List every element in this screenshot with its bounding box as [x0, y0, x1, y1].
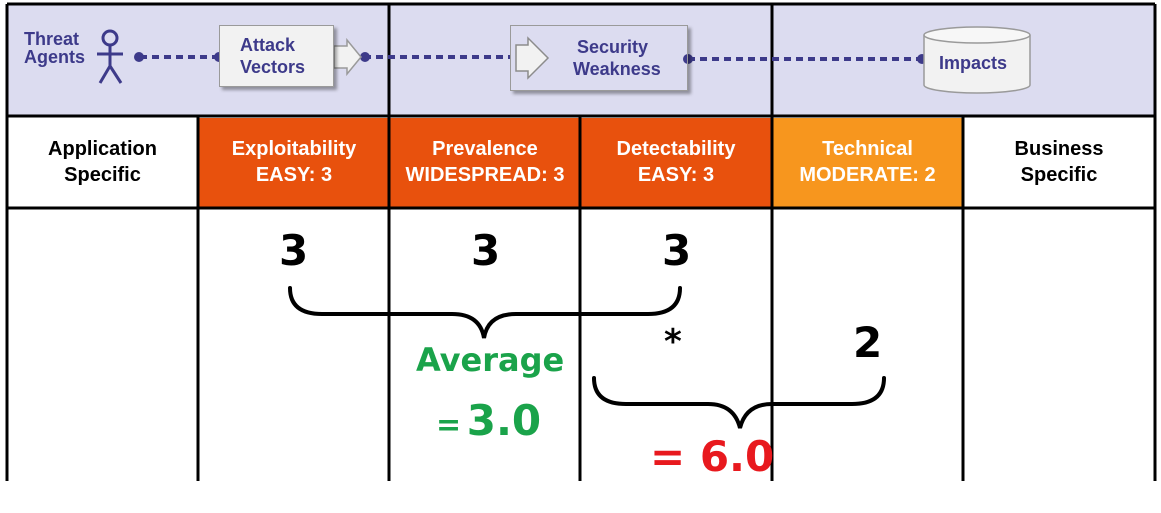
exploitability-cell-bg	[199, 118, 389, 208]
equals-sign: =	[436, 408, 462, 443]
average-brace	[288, 286, 682, 339]
average-result: = 3.0	[436, 396, 541, 445]
technical-header: Technical MODERATE: 2	[799, 138, 936, 186]
right-arrow-icon	[333, 37, 362, 77]
average-value: 3.0	[466, 396, 542, 445]
prevalence-header: Prevalence WIDESPREAD: 3	[405, 138, 565, 186]
right-arrow-icon	[515, 36, 550, 80]
exploitability-score: 3	[279, 226, 309, 275]
threat-agents-label: Threat Agents	[24, 29, 86, 67]
application-specific-header: Application Specific	[48, 138, 157, 186]
business-specific-header: Business Specific	[1014, 138, 1104, 186]
stick-figure-icon	[97, 29, 123, 84]
cylinder-icon	[923, 26, 1031, 94]
prevalence-score: 3	[471, 226, 501, 275]
detectability-cell-bg	[581, 118, 771, 208]
multiply-sign: *	[664, 322, 682, 362]
impacts-label: Impacts	[939, 53, 1008, 73]
grid-lines	[5, 2, 1157, 481]
detectability-score: 3	[662, 226, 692, 275]
product-result: = 6.0	[650, 432, 775, 481]
exploitability-header: Exploitability EASY: 3	[231, 138, 357, 186]
average-label: Average	[416, 341, 565, 379]
attack-vectors-box: Attack Vectors	[219, 25, 334, 87]
technical-cell-bg	[772, 118, 962, 208]
security-weakness-box: Security Weakness	[510, 25, 688, 91]
detectability-header: Detectability EASY: 3	[616, 138, 736, 186]
prevalence-cell-bg	[390, 118, 580, 208]
product-brace	[592, 376, 886, 429]
technical-score: 2	[853, 318, 883, 367]
